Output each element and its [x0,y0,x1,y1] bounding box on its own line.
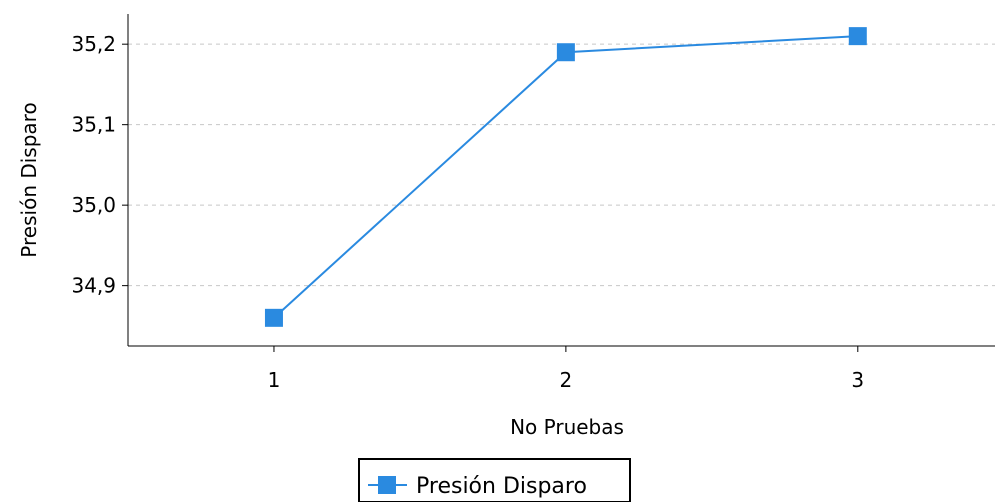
y-tick-label: 35,1 [71,113,116,137]
x-tick-label: 1 [268,368,281,392]
y-ticks: 34,9 35,0 35,1 35,2 [71,32,128,298]
x-ticks: 1 2 3 [268,346,864,392]
legend: Presión Disparo [358,458,631,502]
x-tick-label: 2 [560,368,573,392]
data-point-marker [556,43,575,62]
axes [127,14,995,347]
series [264,27,867,327]
legend-series-label: Presión Disparo [416,474,587,499]
y-tick-label: 35,2 [71,32,116,56]
data-point-marker [264,308,283,327]
x-axis-title: No Pruebas [510,415,624,439]
grid-lines [128,43,995,287]
y-axis-title: Presión Disparo [17,102,41,257]
y-tick-label: 34,9 [71,274,116,298]
legend-series-marker [378,476,396,494]
series-line [273,35,858,319]
y-tick-label: 35,0 [71,193,116,217]
data-point-marker [848,27,867,46]
legend-box [358,458,631,502]
x-tick-label: 3 [851,368,864,392]
